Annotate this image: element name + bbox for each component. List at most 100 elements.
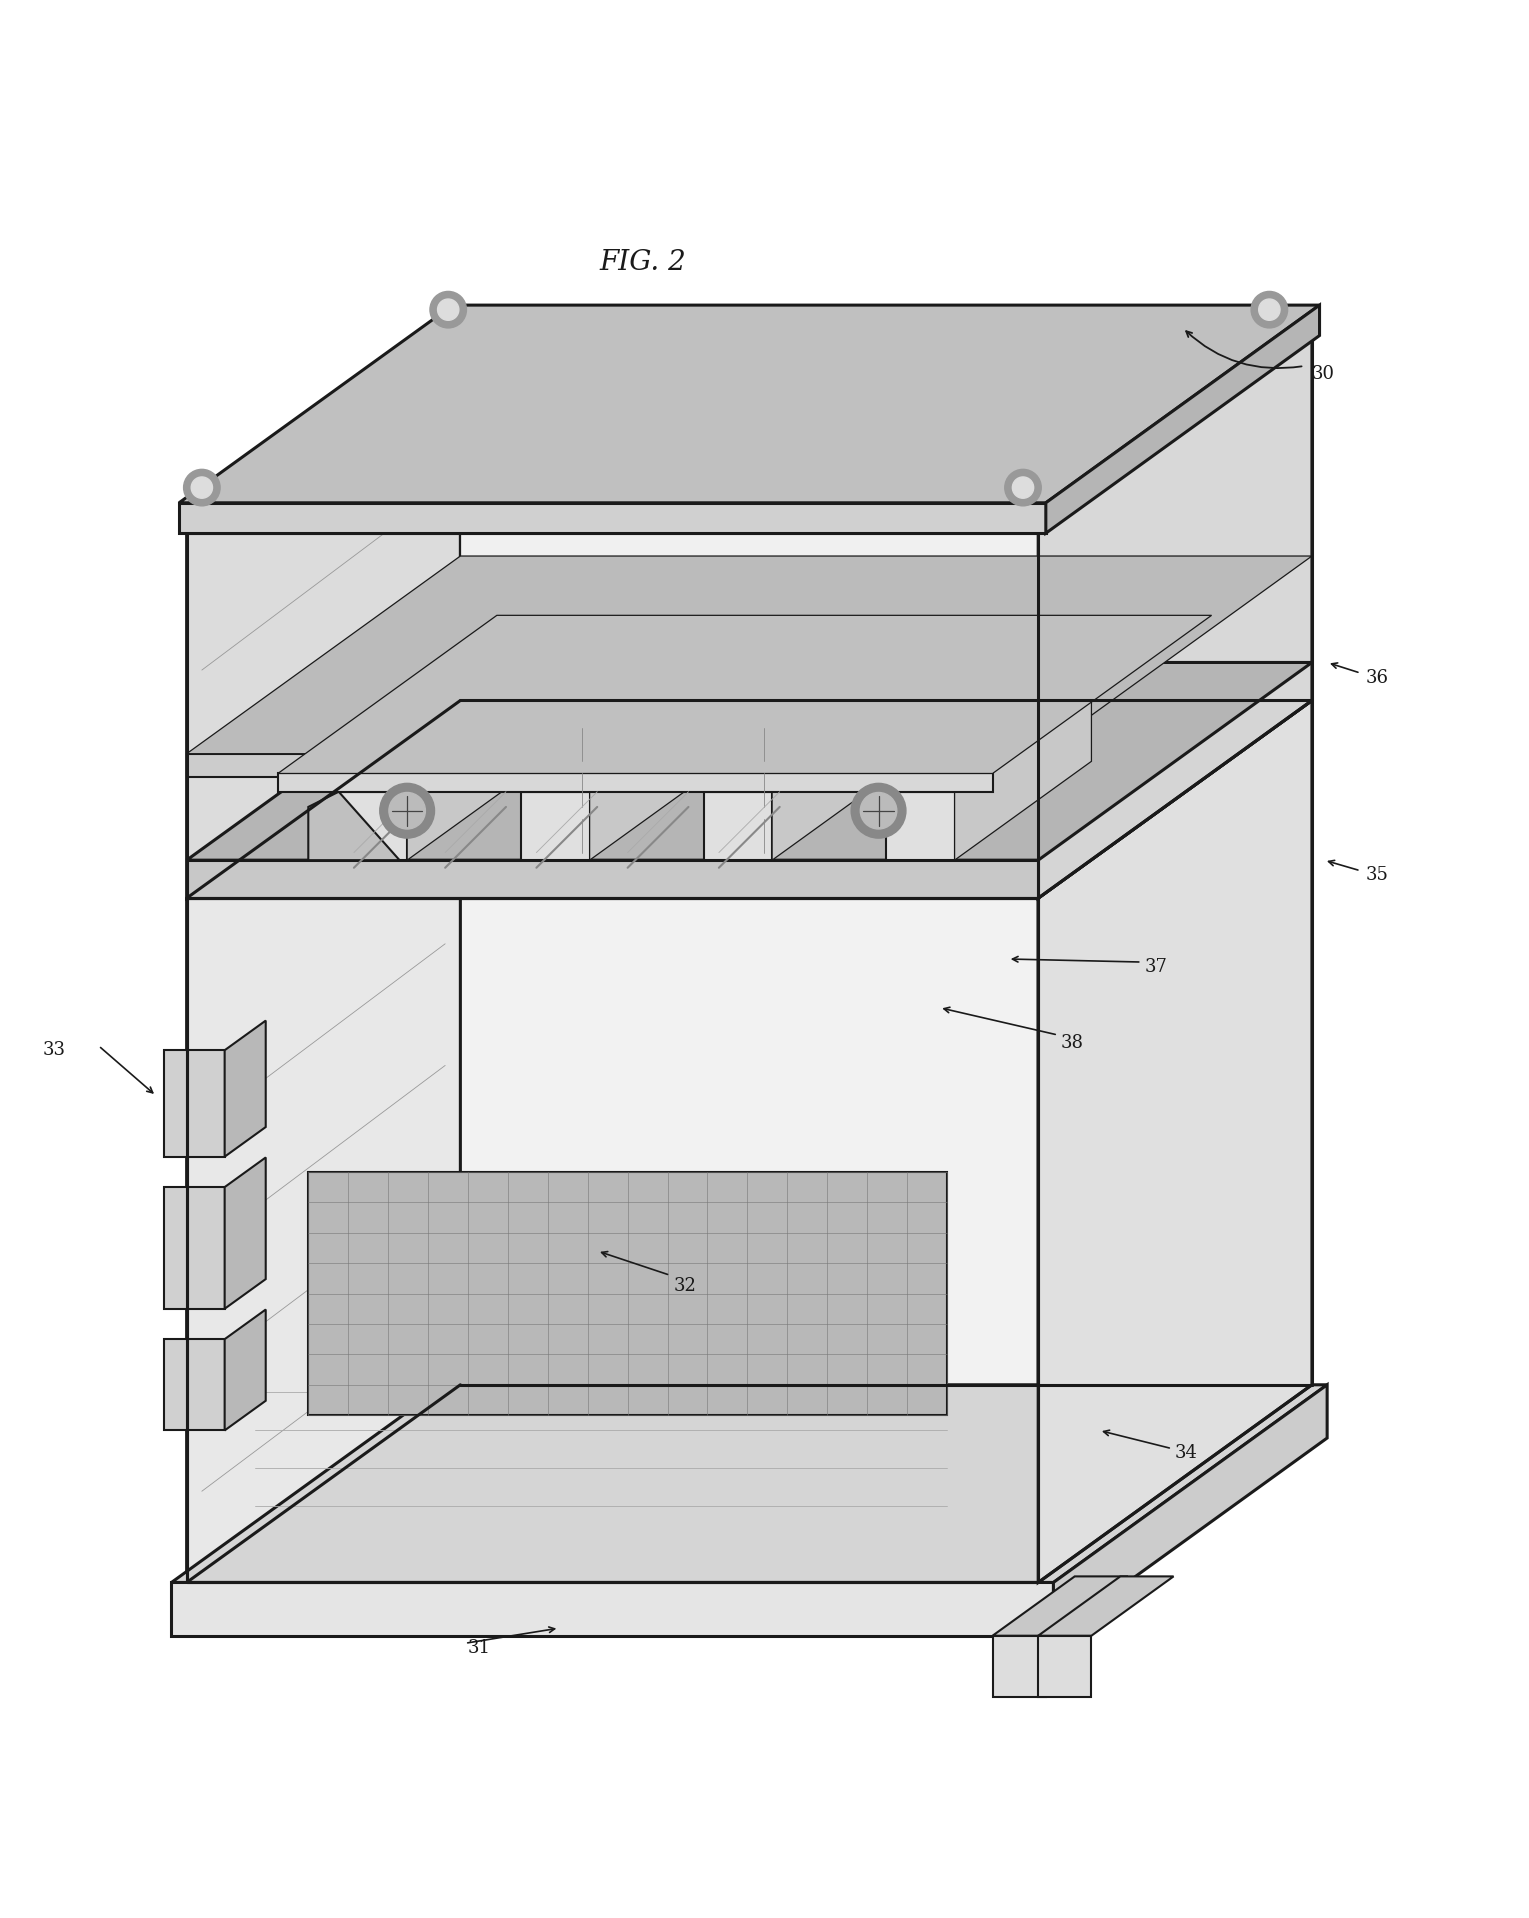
Polygon shape <box>641 338 713 355</box>
Polygon shape <box>187 556 1312 754</box>
Polygon shape <box>1141 374 1212 393</box>
Polygon shape <box>1115 393 1187 412</box>
Text: 37: 37 <box>1145 957 1168 976</box>
Polygon shape <box>326 432 398 449</box>
Polygon shape <box>385 487 459 506</box>
Polygon shape <box>384 355 456 374</box>
Polygon shape <box>595 338 667 355</box>
Polygon shape <box>479 487 550 506</box>
Polygon shape <box>674 412 746 432</box>
Polygon shape <box>164 1051 225 1157</box>
Polygon shape <box>1038 700 1312 1582</box>
Polygon shape <box>187 859 1038 898</box>
Polygon shape <box>951 412 1023 432</box>
Polygon shape <box>589 374 661 393</box>
Polygon shape <box>732 338 804 355</box>
Polygon shape <box>391 449 463 468</box>
Polygon shape <box>476 355 547 374</box>
Polygon shape <box>517 393 589 412</box>
Polygon shape <box>720 412 792 432</box>
Polygon shape <box>228 468 300 487</box>
Polygon shape <box>786 432 858 449</box>
Polygon shape <box>936 355 1009 374</box>
Polygon shape <box>570 487 642 506</box>
Circle shape <box>388 792 425 829</box>
Polygon shape <box>778 338 850 355</box>
Polygon shape <box>187 700 1312 898</box>
Polygon shape <box>171 1385 1327 1582</box>
Polygon shape <box>225 1020 266 1157</box>
Polygon shape <box>278 616 1211 773</box>
Polygon shape <box>1037 449 1109 468</box>
Polygon shape <box>187 754 1038 777</box>
Polygon shape <box>1121 602 1229 750</box>
Polygon shape <box>772 692 908 859</box>
Polygon shape <box>437 449 511 468</box>
Polygon shape <box>616 487 688 506</box>
Polygon shape <box>576 449 648 468</box>
Polygon shape <box>294 487 365 506</box>
Polygon shape <box>187 1385 1312 1582</box>
Polygon shape <box>596 468 668 487</box>
Polygon shape <box>410 338 482 355</box>
Polygon shape <box>997 412 1069 432</box>
Polygon shape <box>1038 1636 1092 1697</box>
Polygon shape <box>164 1339 225 1431</box>
Polygon shape <box>792 393 864 412</box>
Polygon shape <box>832 432 905 449</box>
Polygon shape <box>910 374 983 393</box>
Polygon shape <box>378 393 450 412</box>
Text: 32: 32 <box>673 1277 696 1295</box>
Polygon shape <box>1121 1239 1229 1387</box>
Polygon shape <box>893 487 965 506</box>
Text: 31: 31 <box>468 1638 491 1657</box>
Polygon shape <box>463 432 537 449</box>
Polygon shape <box>171 1582 1053 1636</box>
Polygon shape <box>988 318 1061 338</box>
Polygon shape <box>798 355 870 374</box>
Polygon shape <box>521 355 595 374</box>
Polygon shape <box>430 355 502 374</box>
Polygon shape <box>569 355 641 374</box>
Polygon shape <box>485 449 557 468</box>
Polygon shape <box>754 487 826 506</box>
Polygon shape <box>746 393 818 412</box>
Polygon shape <box>459 468 531 487</box>
Polygon shape <box>456 338 528 355</box>
Polygon shape <box>873 468 945 487</box>
Polygon shape <box>528 318 599 338</box>
Circle shape <box>183 470 220 506</box>
Polygon shape <box>187 336 1312 533</box>
Polygon shape <box>202 487 274 506</box>
Polygon shape <box>662 487 734 506</box>
Polygon shape <box>850 318 922 338</box>
Circle shape <box>1012 478 1034 499</box>
Polygon shape <box>300 449 372 468</box>
Polygon shape <box>346 449 417 468</box>
Polygon shape <box>1017 432 1089 449</box>
Text: 35: 35 <box>1365 867 1388 884</box>
Polygon shape <box>942 318 1014 338</box>
Polygon shape <box>945 449 1017 468</box>
Circle shape <box>379 783 434 838</box>
Polygon shape <box>708 487 780 506</box>
Polygon shape <box>1029 355 1101 374</box>
Polygon shape <box>734 468 806 487</box>
Polygon shape <box>460 336 1312 662</box>
Polygon shape <box>946 692 1084 859</box>
Polygon shape <box>225 1157 266 1308</box>
Polygon shape <box>1009 338 1081 355</box>
Polygon shape <box>352 412 424 432</box>
Polygon shape <box>1038 336 1312 898</box>
Polygon shape <box>726 374 798 393</box>
Polygon shape <box>502 338 573 355</box>
Polygon shape <box>309 1172 946 1415</box>
Polygon shape <box>713 318 784 338</box>
Polygon shape <box>398 412 469 432</box>
Polygon shape <box>703 792 772 859</box>
Polygon shape <box>332 393 404 412</box>
Polygon shape <box>187 700 460 1582</box>
Polygon shape <box>977 393 1049 412</box>
Polygon shape <box>706 355 778 374</box>
Polygon shape <box>916 338 988 355</box>
